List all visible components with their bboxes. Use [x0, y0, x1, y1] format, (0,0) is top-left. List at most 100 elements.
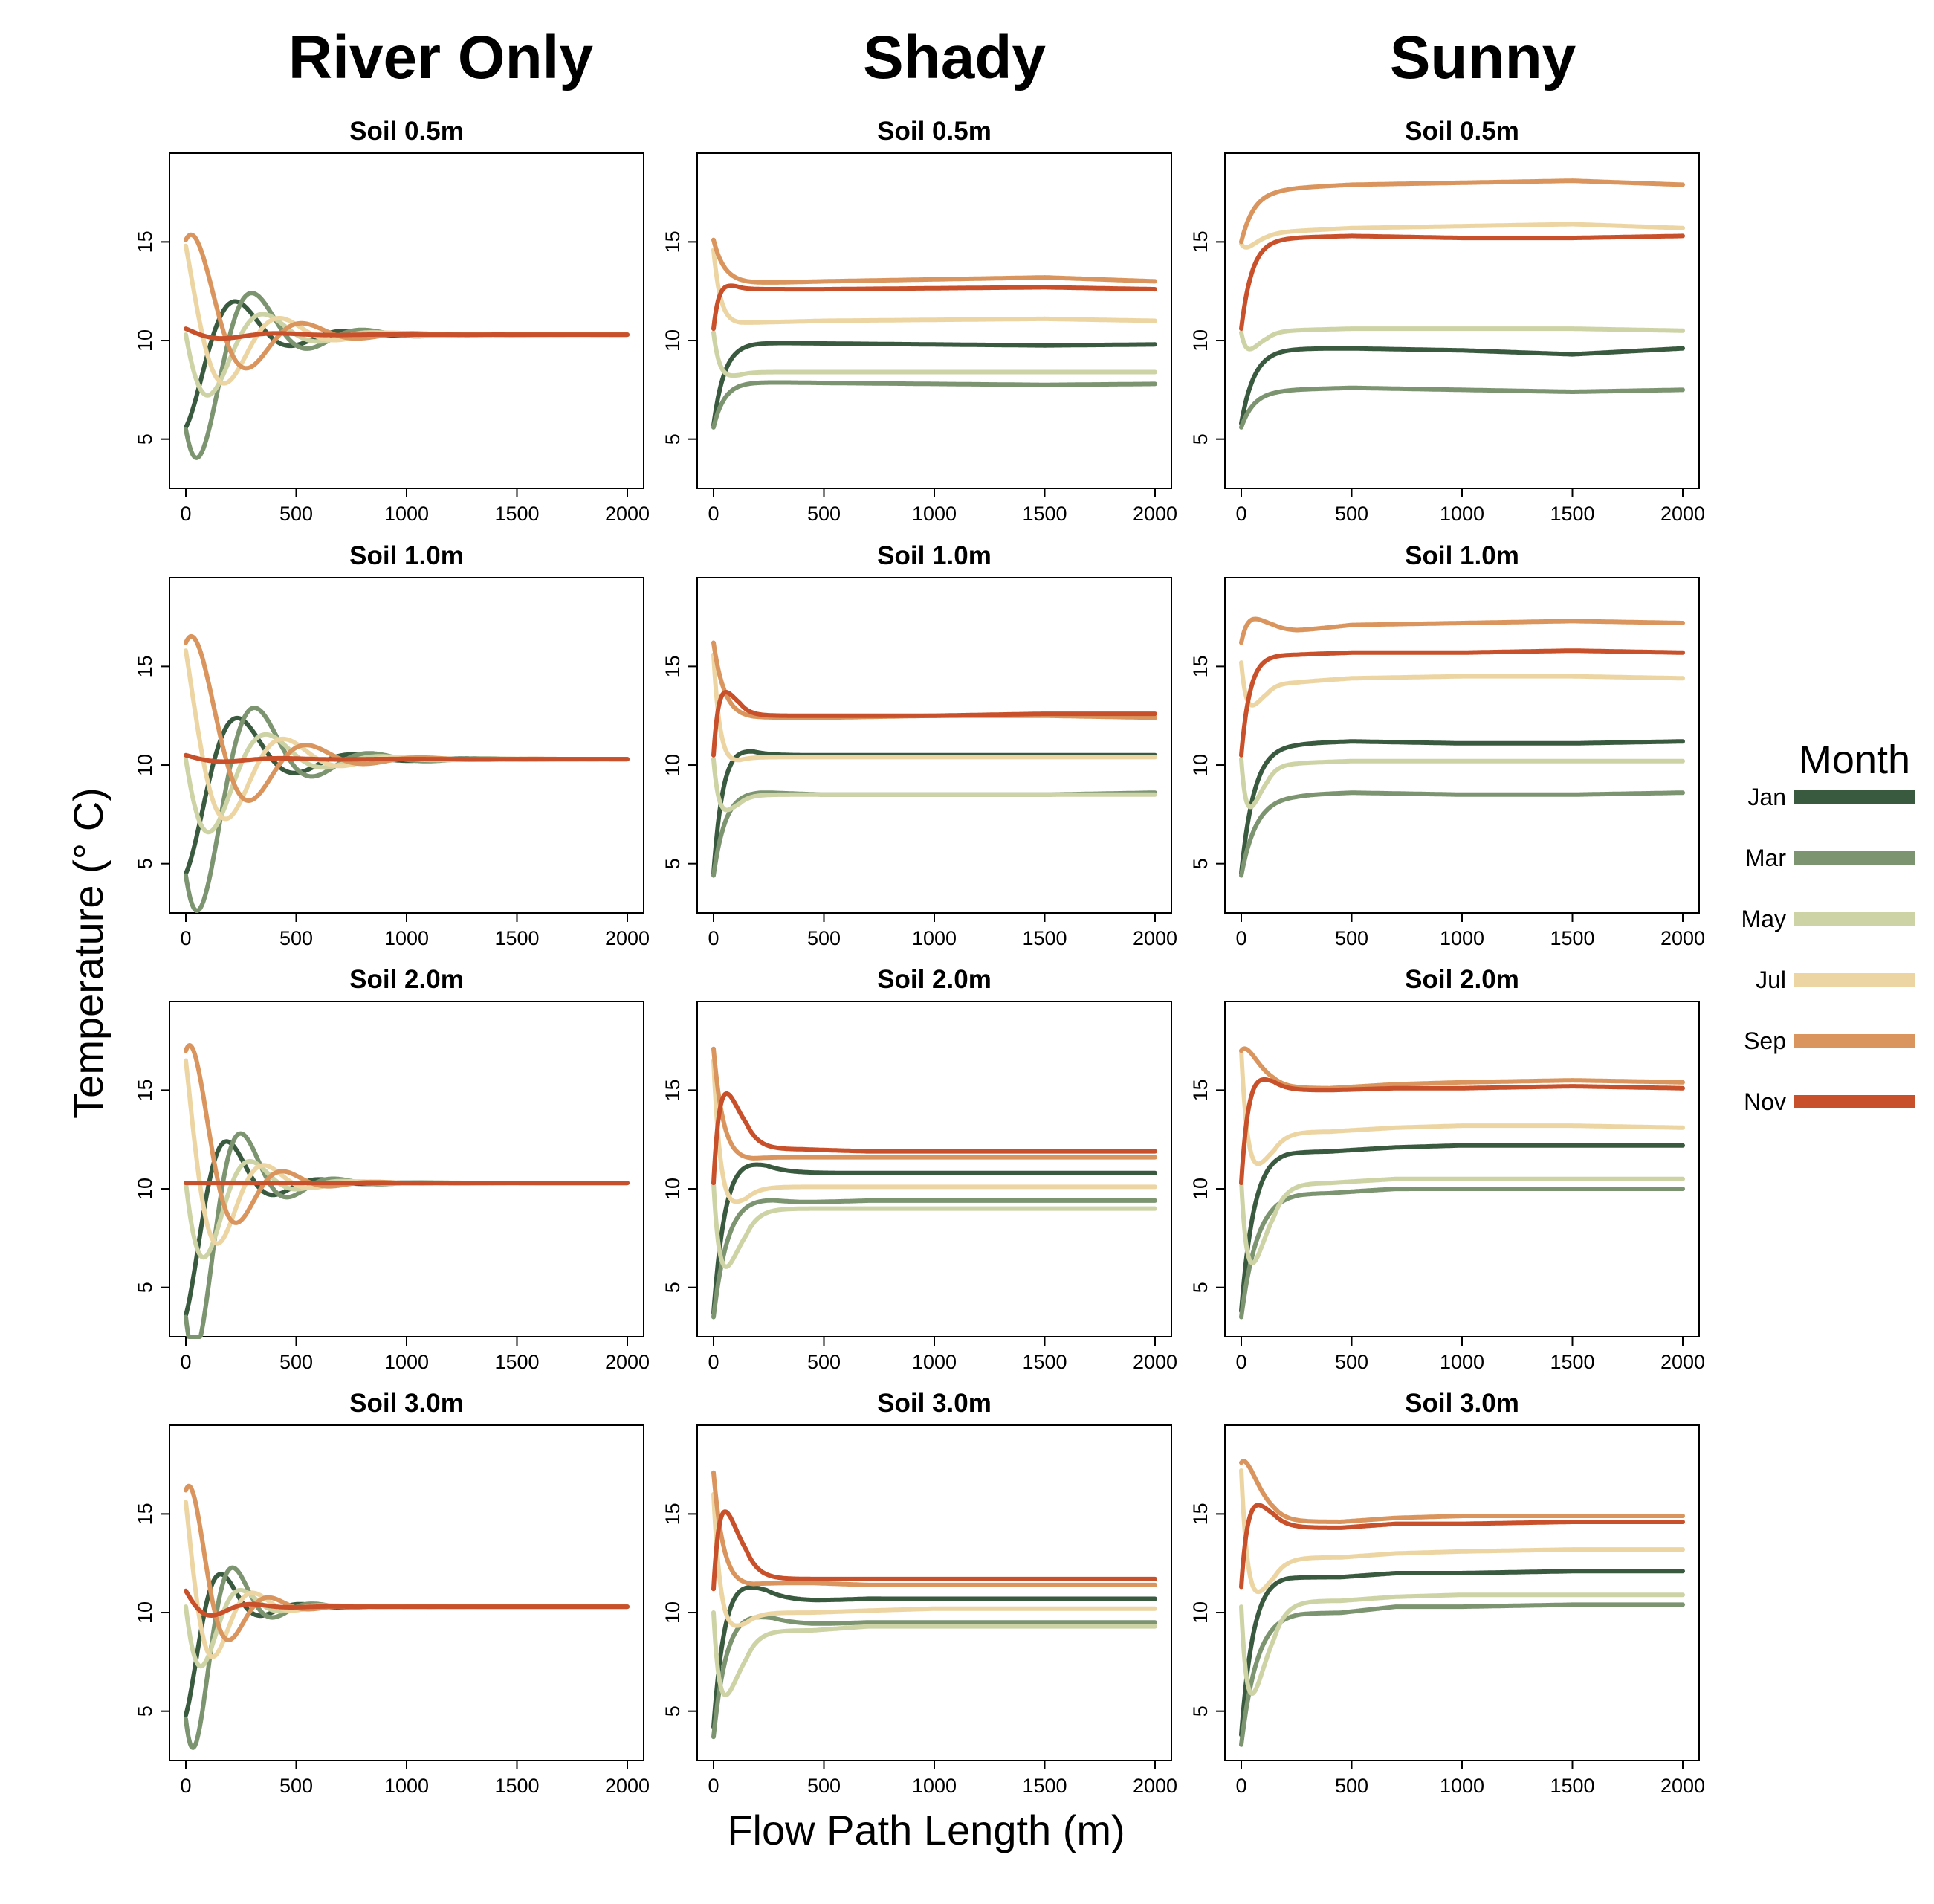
panel-title: Soil 1.0m — [877, 541, 992, 570]
y-tick-label: 10 — [1189, 754, 1212, 776]
x-tick-label: 1500 — [494, 1351, 539, 1373]
y-tick-label: 10 — [662, 1178, 684, 1200]
x-tick-label: 0 — [1235, 503, 1246, 525]
panel-shady-soil-1-0m: Soil 1.0m 0 500 1000 1500 2000 5 10 15 — [662, 541, 1177, 949]
x-tick-label: 1000 — [1440, 503, 1484, 525]
series-line-nov — [1239, 648, 1685, 758]
series-line-may — [1239, 326, 1685, 352]
series-line-jul — [184, 648, 630, 822]
x-tick-label: 2000 — [605, 503, 650, 525]
x-tick-label: 2000 — [1133, 1775, 1177, 1797]
y-tick-label: 15 — [134, 230, 156, 253]
y-tick-label: 15 — [1189, 655, 1212, 677]
series-line-mar — [711, 1615, 1157, 1740]
y-tick-label: 10 — [134, 1178, 156, 1200]
legend-label-mar: Mar — [1745, 845, 1786, 871]
series-line-sep — [711, 1470, 1157, 1587]
y-tick-label: 10 — [134, 754, 156, 776]
x-tick-label: 1000 — [912, 927, 957, 949]
column-title-shady: Shady — [863, 24, 1046, 91]
plot-frame — [169, 577, 644, 914]
x-tick-label: 500 — [807, 503, 841, 525]
series-line-may — [711, 1610, 1157, 1697]
series-line-mar — [1239, 790, 1685, 878]
y-tick-label: 10 — [662, 754, 684, 776]
series-line-sep — [711, 1046, 1157, 1161]
x-tick-label: 2000 — [1660, 1351, 1705, 1373]
series-line-jan — [711, 1585, 1157, 1729]
x-tick-label: 500 — [279, 503, 313, 525]
series-line-nov — [184, 752, 630, 764]
legend-swatch-nov — [1794, 1095, 1915, 1108]
y-tick-label: 5 — [134, 433, 156, 445]
x-tick-label: 2000 — [1133, 503, 1177, 525]
legend-title: Month — [1799, 738, 1910, 782]
y-tick-label: 15 — [662, 655, 684, 677]
x-tick-label: 2000 — [605, 927, 650, 949]
series-line-mar — [711, 790, 1157, 878]
x-tick-label: 2000 — [605, 1351, 650, 1373]
series-line-jul — [1239, 222, 1685, 250]
x-tick-label: 1000 — [384, 503, 429, 525]
series-line-jul — [1239, 1468, 1685, 1595]
series-line-sep — [1239, 1459, 1685, 1524]
series-line-sep — [1239, 616, 1685, 645]
x-tick-label: 2000 — [1133, 927, 1177, 949]
series-line-jan — [1239, 1569, 1685, 1737]
y-tick-label: 15 — [1189, 230, 1212, 253]
x-tick-label: 1500 — [1550, 927, 1594, 949]
panel-sunny-soil-2-0m: Soil 2.0m 0 500 1000 1500 2000 5 10 15 — [1189, 965, 1705, 1373]
series-line-may — [711, 757, 1157, 813]
plot-frame — [1224, 1001, 1700, 1337]
x-tick-label: 1500 — [1550, 503, 1594, 525]
plot-frame — [1224, 152, 1700, 489]
series-line-sep — [1239, 1046, 1685, 1091]
series-line-mar — [184, 1131, 630, 1339]
x-tick-label: 500 — [279, 1775, 313, 1797]
panel-sunny-soil-0-5m: Soil 0.5m 0 500 1000 1500 2000 5 10 15 — [1189, 117, 1705, 525]
panel-title: Soil 2.0m — [349, 965, 464, 994]
x-tick-label: 2000 — [1660, 927, 1705, 949]
panel-title: Soil 2.0m — [1405, 965, 1519, 994]
y-tick-label: 15 — [134, 1503, 156, 1525]
panel-river-only-soil-2-0m: Soil 2.0m 0 500 1000 1500 2000 5 10 15 — [134, 965, 650, 1373]
x-tick-label: 500 — [279, 1351, 313, 1373]
panel-shady-soil-0-5m: Soil 0.5m 0 500 1000 1500 2000 5 10 15 — [662, 117, 1177, 525]
y-tick-label: 10 — [1189, 1601, 1212, 1624]
panel-sunny-soil-1-0m: Soil 1.0m 0 500 1000 1500 2000 5 10 15 — [1189, 541, 1705, 949]
x-tick-label: 500 — [1335, 1775, 1368, 1797]
legend-label-jul: Jul — [1756, 966, 1786, 993]
legend-swatch-mar — [1794, 851, 1915, 865]
y-tick-label: 5 — [1189, 1705, 1212, 1717]
x-tick-label: 1500 — [1022, 1775, 1067, 1797]
legend-label-nov: Nov — [1744, 1088, 1786, 1115]
panel-title: Soil 1.0m — [349, 541, 464, 570]
series-line-may — [711, 330, 1157, 378]
series-line-sep — [1239, 178, 1685, 245]
series-line-nov — [1239, 1503, 1685, 1590]
x-tick-label: 0 — [1235, 1351, 1246, 1373]
x-tick-label: 0 — [180, 1775, 191, 1797]
series-line-may — [711, 1181, 1157, 1269]
panel-shady-soil-2-0m: Soil 2.0m 0 500 1000 1500 2000 5 10 15 — [662, 965, 1177, 1373]
series-line-sep — [711, 237, 1157, 285]
series-line-may — [1239, 757, 1685, 810]
x-tick-label: 0 — [1235, 1775, 1246, 1797]
series-line-jul — [184, 1058, 630, 1246]
y-tick-label: 10 — [1189, 329, 1212, 352]
x-tick-label: 2000 — [605, 1775, 650, 1797]
legend-swatch-jan — [1794, 790, 1915, 804]
x-tick-label: 1500 — [1022, 503, 1067, 525]
y-tick-label: 5 — [134, 1282, 156, 1293]
series-line-mar — [711, 1198, 1157, 1320]
y-tick-label: 10 — [662, 329, 684, 352]
series-line-jul — [711, 1491, 1157, 1628]
series-line-jul — [1239, 660, 1685, 708]
series-line-jan — [711, 1162, 1157, 1316]
x-tick-label: 1000 — [912, 1775, 957, 1797]
series-line-jan — [184, 1139, 630, 1317]
series-line-nov — [711, 283, 1157, 332]
y-tick-label: 5 — [662, 858, 684, 869]
panel-river-only-soil-0-5m: Soil 0.5m 0 500 1000 1500 2000 5 10 15 — [134, 117, 650, 525]
